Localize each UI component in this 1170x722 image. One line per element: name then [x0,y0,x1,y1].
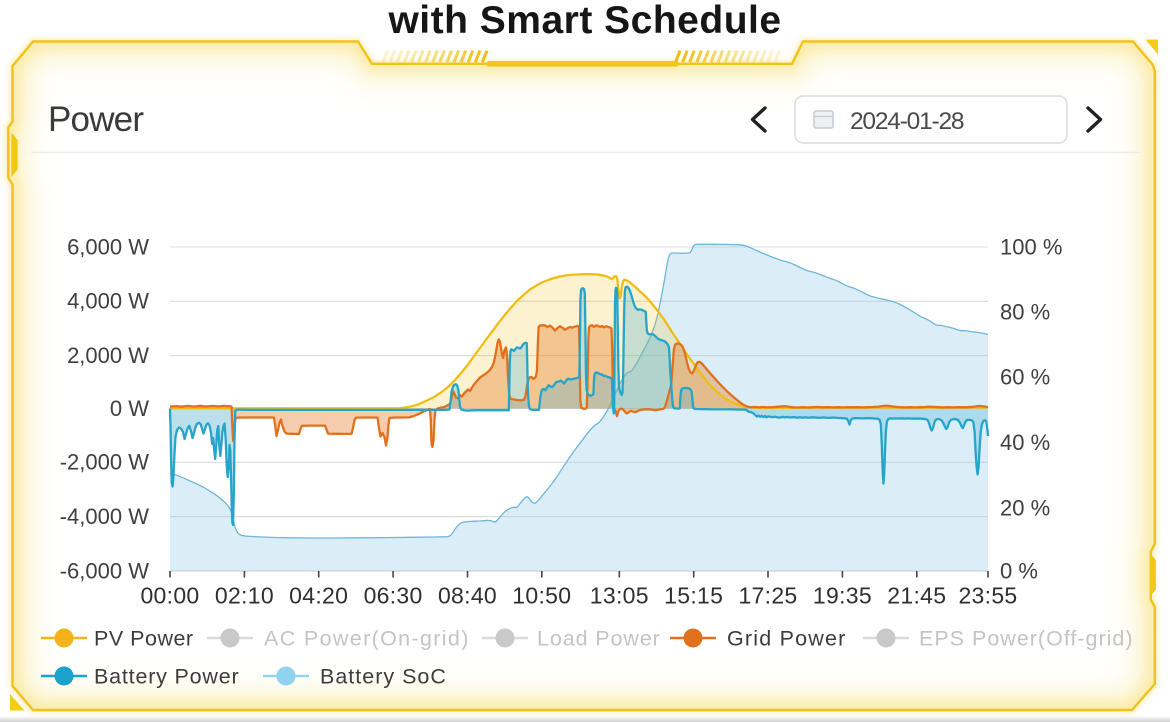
svg-text:21:45: 21:45 [887,583,946,609]
svg-text:-6,000 W: -6,000 W [60,558,149,583]
svg-text:100 %: 100 % [1000,234,1062,259]
svg-text:60 %: 60 % [1000,365,1050,390]
svg-text:23:55: 23:55 [958,583,1017,609]
svg-text:17:25: 17:25 [738,583,797,609]
svg-text:-4,000 W: -4,000 W [60,504,149,529]
svg-text:20 %: 20 % [1000,495,1050,520]
svg-text:0 %: 0 % [1000,558,1038,583]
svg-text:Power: Power [48,100,144,139]
svg-text:40 %: 40 % [1000,430,1050,455]
svg-text:80 %: 80 % [1000,299,1050,324]
svg-text:02:10: 02:10 [215,583,274,609]
svg-text:13:05: 13:05 [590,583,649,609]
svg-text:06:30: 06:30 [364,583,423,609]
svg-text:Grid Power: Grid Power [727,626,847,650]
svg-text:19:35: 19:35 [813,583,872,609]
svg-text:2024-01-28: 2024-01-28 [850,108,964,135]
svg-text:Battery SoC: Battery SoC [320,664,447,688]
svg-text:-2,000 W: -2,000 W [60,450,149,475]
svg-text:Load Power: Load Power [537,626,661,650]
svg-text:PV Power: PV Power [94,626,194,650]
svg-text:08:40: 08:40 [438,583,497,609]
svg-text:10:50: 10:50 [512,583,571,609]
svg-text:15:15: 15:15 [664,583,723,609]
svg-text:00:00: 00:00 [140,583,199,609]
svg-text:Battery Power: Battery Power [94,664,239,688]
svg-text:04:20: 04:20 [289,583,348,609]
svg-text:2,000 W: 2,000 W [67,343,149,368]
svg-text:EPS Power(Off-grid): EPS Power(Off-grid) [919,626,1134,650]
svg-text:4,000 W: 4,000 W [67,289,149,314]
svg-text:AC Power(On-grid): AC Power(On-grid) [264,626,470,650]
svg-text:0 W: 0 W [110,396,149,421]
svg-text:6,000 W: 6,000 W [67,234,149,259]
